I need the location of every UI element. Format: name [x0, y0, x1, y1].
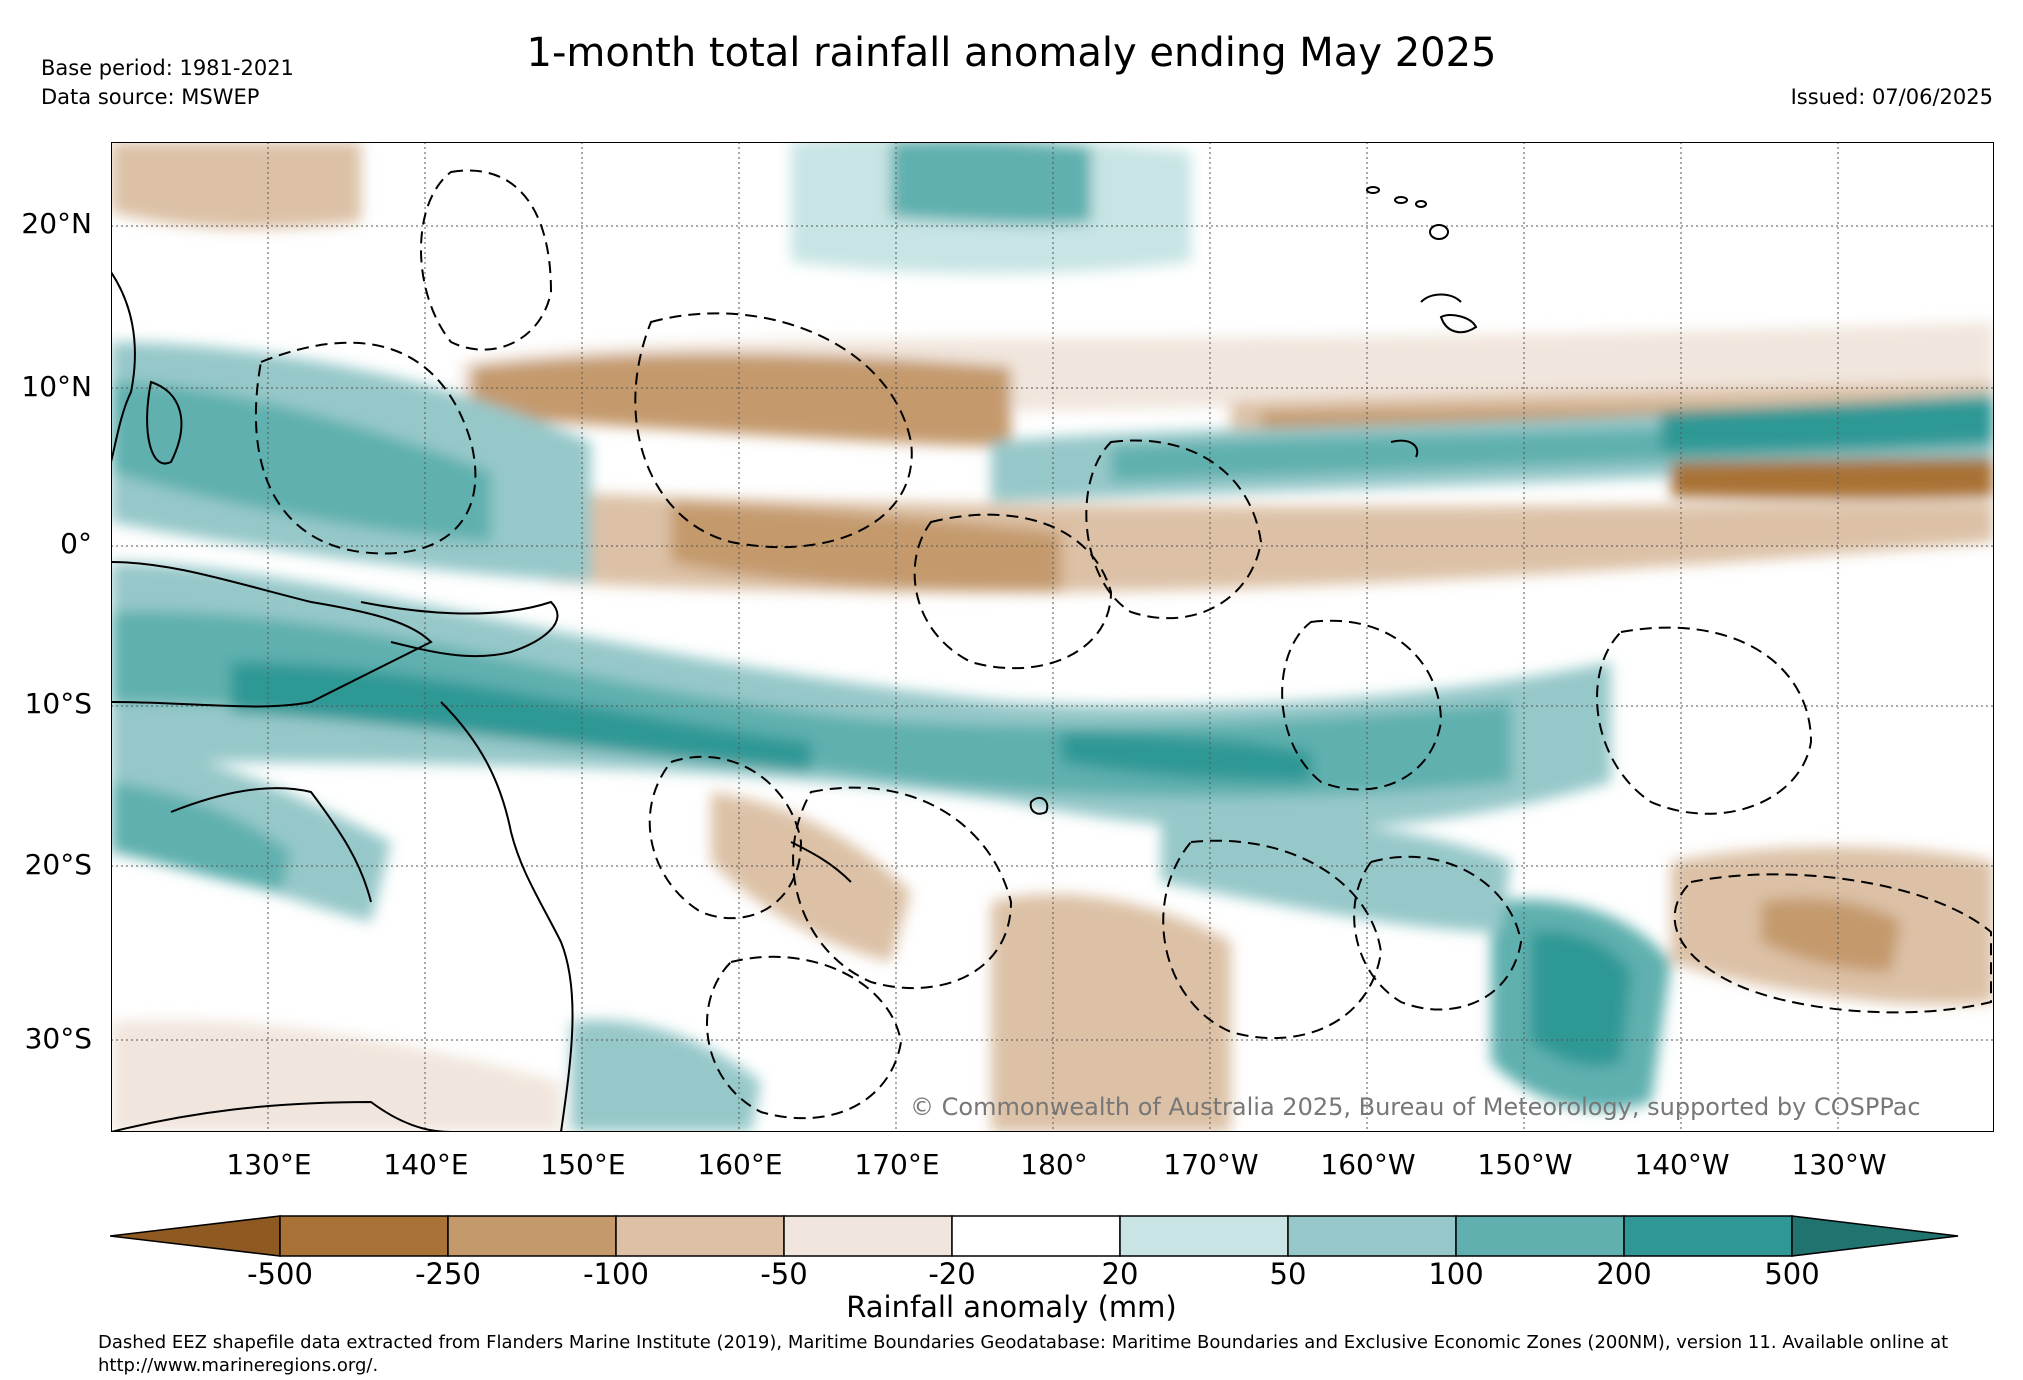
colorbar-tick-label: -500 [247, 1257, 313, 1291]
copyright-notice: © Commonwealth of Australia 2025, Bureau… [910, 1093, 1921, 1121]
coastlines [111, 271, 1478, 1132]
colorbar-tick-label: 500 [1764, 1257, 1820, 1291]
colorbar-bin-4 [783, 1215, 953, 1257]
colorbar-bin-9 [1623, 1215, 1793, 1257]
colorbar-bin-6 [1119, 1215, 1289, 1257]
lon-label-140w: 140°W [1634, 1148, 1730, 1181]
lon-label-130e: 130°E [226, 1148, 312, 1181]
colorbar-extend-low [110, 1215, 281, 1257]
colorbar-title: Rainfall anomaly (mm) [846, 1290, 1177, 1324]
map-title: 1-month total rainfall anomaly ending Ma… [526, 30, 1497, 76]
hawaii-islands [1366, 186, 1449, 240]
lon-label-150e: 150°E [540, 1148, 626, 1181]
lon-label-160w: 160°W [1320, 1148, 1416, 1181]
colorbar-bin-2 [447, 1215, 617, 1257]
lon-label-170w: 170°W [1163, 1148, 1259, 1181]
lon-label-130w: 130°W [1791, 1148, 1887, 1181]
lon-label-180: 180° [1020, 1148, 1088, 1181]
colorbar-tick-label: 200 [1596, 1257, 1652, 1291]
rainfall-anomaly-map [111, 142, 1994, 1132]
issued-date: Issued: 07/06/2025 [1790, 85, 1993, 109]
lon-label-160e: 160°E [697, 1148, 783, 1181]
footnote: Dashed EEZ shapefile data extracted from… [98, 1332, 1949, 1376]
lon-label-140e: 140°E [383, 1148, 469, 1181]
colorbar-tick-label: 100 [1428, 1257, 1484, 1291]
eez-boundaries [254, 169, 1992, 1120]
colorbar-extend-high [1791, 1215, 1959, 1257]
lat-label-10n: 10°N [21, 370, 92, 403]
lon-label-150w: 150°W [1477, 1148, 1573, 1181]
colorbar-tick-label: -100 [583, 1257, 649, 1291]
colorbar-bin-1 [279, 1215, 449, 1257]
lon-label-170e: 170°E [854, 1148, 940, 1181]
lat-label-20n: 20°N [21, 207, 92, 240]
colorbar-tick-label: -50 [760, 1257, 808, 1291]
anomaly-shading [111, 142, 1994, 1132]
lat-label-0: 0° [60, 527, 92, 560]
colorbar [110, 1215, 1959, 1257]
colorbar-tick-label: 50 [1269, 1257, 1307, 1291]
colorbar-tick-label: -20 [928, 1257, 976, 1291]
colorbar-bin-7 [1287, 1215, 1457, 1257]
colorbar-bin-8 [1455, 1215, 1625, 1257]
colorbar-bin-5 [951, 1215, 1121, 1257]
base-period-note: Base period: 1981-2021 [41, 56, 294, 80]
lat-label-30s: 30°S [24, 1022, 92, 1055]
colorbar-tick-label: -250 [415, 1257, 481, 1291]
colorbar-bin-3 [615, 1215, 785, 1257]
colorbar-tick-label: 20 [1101, 1257, 1139, 1291]
data-source-note: Data source: MSWEP [41, 85, 260, 109]
lat-label-20s: 20°S [24, 848, 92, 881]
lat-label-10s: 10°S [24, 687, 92, 720]
